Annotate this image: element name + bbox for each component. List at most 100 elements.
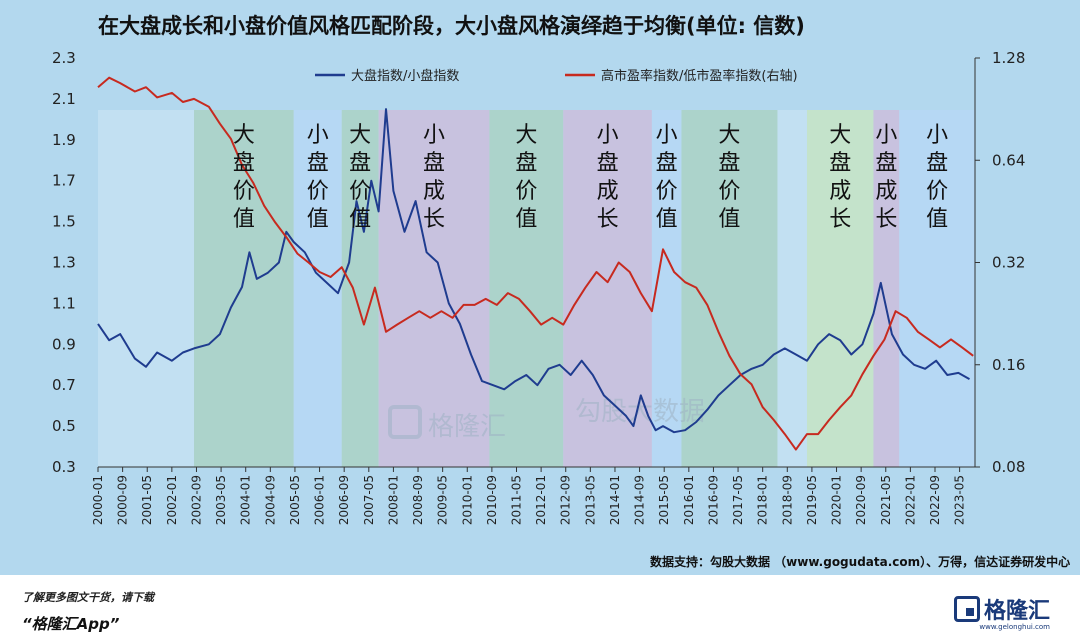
- phase-label-char: 小: [875, 123, 897, 148]
- phase-label-char: 值: [926, 207, 948, 232]
- x-tick-label: 2016-09: [706, 475, 720, 525]
- phase-label-char: 值: [349, 207, 371, 232]
- left-tick-label: 0.7: [52, 376, 76, 394]
- x-tick-label: 2012-01: [534, 475, 548, 525]
- right-tick-label: 0.08: [992, 458, 1025, 476]
- phase-label-char: 大: [718, 123, 740, 148]
- watermark-logo-icon: [388, 405, 422, 439]
- phase-label: 小盘价值: [307, 123, 329, 232]
- phase-label-char: 长: [597, 207, 619, 232]
- phase-band: [873, 110, 900, 467]
- series-layer: [97, 76, 974, 451]
- phase-label: 大盘成长: [829, 123, 851, 232]
- phase-label-char: 盘: [423, 151, 445, 176]
- left-tick-label: 0.3: [52, 458, 76, 476]
- phase-label-char: 盘: [349, 151, 371, 176]
- chart-title: 在大盘成长和小盘价值风格匹配阶段，大小盘风格演绎趋于均衡(单位: 信数): [98, 14, 805, 38]
- phase-band: [341, 110, 379, 467]
- left-tick-label: 1.3: [52, 254, 76, 272]
- phase-label-char: 价: [926, 179, 948, 204]
- phase-label-char: 价: [656, 179, 678, 204]
- right-tick-label: 0.16: [992, 356, 1025, 374]
- footer-logo-url: www.gelonghui.com: [979, 623, 1050, 631]
- phase-label-char: 大: [349, 123, 371, 148]
- source-note: 数据支持：勾股大数据 （www.gogudata.com）、万得，信达证券研发中…: [650, 554, 1070, 569]
- chart-svg: 格隆汇 勾股大数据 在大盘成长和小盘价值风格匹配阶段，大小盘风格演绎趋于均衡(单…: [52, 14, 1070, 569]
- x-tick-label: 2006-09: [337, 475, 351, 525]
- x-tick-label: 2000-09: [116, 475, 130, 525]
- x-tick-label: 2002-09: [189, 475, 203, 525]
- phase-band: [899, 110, 975, 467]
- x-tick-label: 2000-01: [91, 475, 105, 525]
- left-tick-label: 0.9: [52, 335, 76, 353]
- phase-label-char: 价: [718, 179, 740, 204]
- phase-label-char: 价: [233, 179, 255, 204]
- phase-label-char: 盘: [307, 151, 329, 176]
- phase-label-char: 长: [829, 207, 851, 232]
- phase-label: 大盘价值: [349, 123, 371, 232]
- chart-area: 格隆汇 勾股大数据 在大盘成长和小盘价值风格匹配阶段，大小盘风格演绎趋于均衡(单…: [0, 0, 1080, 575]
- phase-label: 小盘价值: [656, 123, 678, 232]
- footer-logo-text: 格隆汇: [983, 599, 1050, 624]
- phase-label: 小盘价值: [926, 123, 948, 232]
- phase-label-char: 盘: [597, 151, 619, 176]
- x-tick-label: 2017-05: [731, 475, 745, 525]
- x-tick-label: 2008-01: [386, 475, 400, 525]
- phase-label-char: 盘: [926, 151, 948, 176]
- x-tick-label: 2004-01: [239, 475, 253, 525]
- phase-label-char: 大: [233, 123, 255, 148]
- x-tick-label: 2010-09: [485, 475, 499, 525]
- x-tick-label: 2007-05: [362, 475, 376, 525]
- phase-label-char: 值: [718, 207, 740, 232]
- phase-label: 大盘价值: [718, 123, 740, 232]
- watermark-layer: 格隆汇 勾股大数据: [388, 397, 705, 442]
- watermark-left: 格隆汇: [428, 412, 506, 442]
- x-tick-label: 2009-05: [436, 475, 450, 525]
- phase-label-char: 成: [423, 179, 445, 204]
- phase-label: 小盘成长: [597, 123, 619, 232]
- x-tick-label: 2020-09: [854, 475, 868, 525]
- x-tick-label: 2008-09: [411, 475, 425, 525]
- x-tick-label: 2019-05: [805, 475, 819, 525]
- phase-label-char: 价: [515, 179, 537, 204]
- phase-label-char: 值: [307, 207, 329, 232]
- phase-label: 小盘成长: [423, 123, 445, 232]
- x-tick-label: 2004-09: [263, 475, 277, 525]
- legend-label: 高市盈率指数/低市盈率指数(右轴): [601, 68, 798, 84]
- phase-label-char: 小: [307, 123, 329, 148]
- left-tick-label: 1.1: [52, 294, 76, 312]
- left-axis: 2.3 2.1 1.9 1.7 1.5 1.3 1.1 0.9 0.7 0.5 0.3: [52, 49, 76, 476]
- x-tick-label: 2014-01: [608, 475, 622, 525]
- phase-label-char: 盘: [515, 151, 537, 176]
- phase-label-char: 盘: [718, 151, 740, 176]
- x-tick-label: 2020-01: [830, 475, 844, 525]
- x-tick-label: 2018-01: [756, 475, 770, 525]
- phase-label-char: 大: [829, 123, 851, 148]
- x-tick-label: 2018-09: [780, 475, 794, 525]
- phase-labels: 大盘价值小盘价值大盘价值小盘成长大盘价值小盘成长小盘价值大盘价值大盘成长小盘成长…: [233, 123, 948, 232]
- x-tick-label: 2012-09: [559, 475, 573, 525]
- right-tick-label: 0.64: [992, 151, 1025, 169]
- phase-label-char: 成: [597, 179, 619, 204]
- x-tick-label: 2010-01: [460, 475, 474, 525]
- x-tick-label: 2022-09: [928, 475, 942, 525]
- series-line: [97, 76, 974, 451]
- phase-label-char: 盘: [656, 151, 678, 176]
- right-axis: 1.28 0.64 0.32 0.16 0.08: [974, 49, 1025, 476]
- x-tick-label: 2023-05: [953, 475, 967, 525]
- phase-label: 大盘价值: [233, 123, 255, 232]
- footer-note: 了解更多图文干货，请下载: [22, 591, 154, 604]
- phase-label-char: 长: [875, 207, 897, 232]
- x-tick-label: 2016-01: [682, 475, 696, 525]
- phase-label-char: 长: [423, 207, 445, 232]
- x-tick-label: 2003-05: [214, 475, 228, 525]
- x-tick-label: 2002-01: [165, 475, 179, 525]
- left-tick-label: 2.3: [52, 49, 76, 67]
- phase-label-char: 大: [515, 123, 537, 148]
- phase-label-char: 成: [875, 179, 897, 204]
- right-tick-label: 0.32: [992, 254, 1025, 272]
- legend: 大盘指数/小盘指数 高市盈率指数/低市盈率指数(右轴): [315, 68, 798, 84]
- phase-label-char: 值: [233, 207, 255, 232]
- phase-label: 小盘成长: [875, 123, 897, 232]
- phase-label-char: 小: [656, 123, 678, 148]
